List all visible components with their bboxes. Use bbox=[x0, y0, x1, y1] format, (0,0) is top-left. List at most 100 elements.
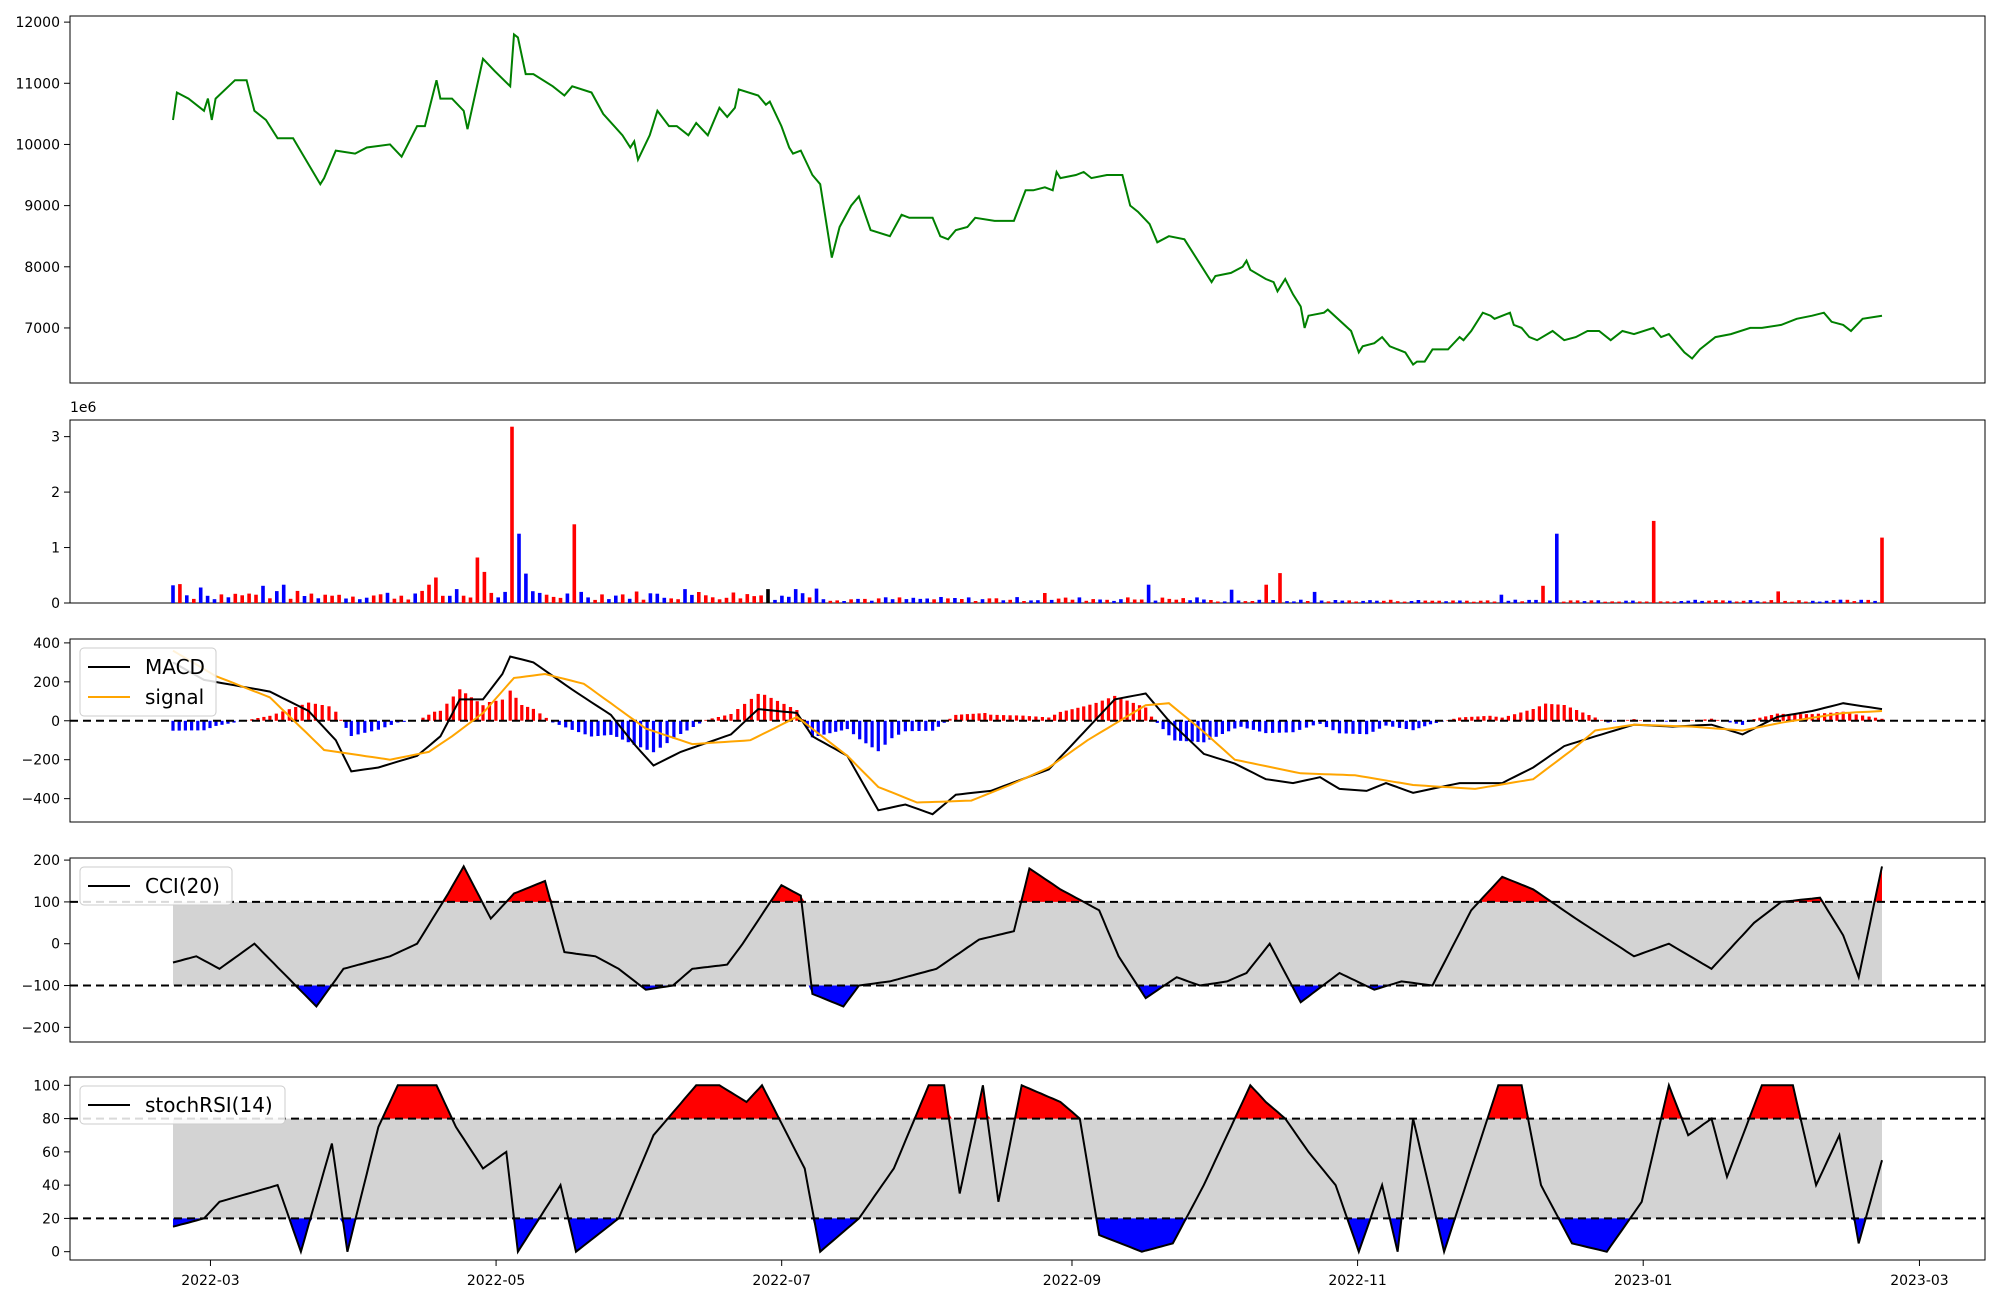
macd-histogram-bar bbox=[1625, 719, 1630, 721]
macd-histogram-bar bbox=[1861, 715, 1865, 721]
volume-bar bbox=[288, 598, 293, 603]
volume-bar bbox=[1492, 601, 1497, 603]
macd-histogram-bar bbox=[995, 714, 999, 721]
macd-histogram-bar bbox=[1298, 720, 1302, 730]
macd-histogram-bar bbox=[1214, 720, 1218, 737]
price-ytick-label: 9000 bbox=[24, 199, 60, 215]
macd-histogram-bar bbox=[469, 697, 473, 721]
volume-bar bbox=[1700, 600, 1704, 603]
macd-histogram-bar bbox=[954, 714, 958, 721]
stochrsi-line bbox=[172, 1081, 1883, 1256]
volume-bar bbox=[572, 524, 577, 603]
volume-bar bbox=[724, 597, 729, 603]
volume-bar bbox=[219, 594, 224, 603]
volume-bar bbox=[904, 599, 909, 603]
macd-histogram-bar bbox=[685, 720, 689, 731]
volume-bar bbox=[1852, 601, 1857, 603]
volume-bar bbox=[1098, 599, 1102, 603]
volume-bar bbox=[1478, 600, 1483, 603]
macd-histogram-bar bbox=[1277, 720, 1281, 733]
volume-bar bbox=[620, 594, 625, 603]
macd-histogram-bar bbox=[281, 711, 285, 721]
volume-bar bbox=[1077, 597, 1082, 603]
volume-bar bbox=[1250, 601, 1255, 603]
volume-bar bbox=[1056, 598, 1061, 603]
volume-bar bbox=[1762, 601, 1767, 603]
x-tick-label: 2022-09 bbox=[1043, 1273, 1102, 1289]
volume-bar bbox=[496, 597, 500, 603]
macd-histogram-bar bbox=[1113, 695, 1117, 721]
macd-histogram-bar bbox=[1651, 720, 1655, 722]
cci-ytick-label: 200 bbox=[33, 853, 60, 869]
macd-histogram-bar bbox=[508, 690, 512, 721]
volume-bar bbox=[1063, 597, 1068, 603]
macd-histogram-bar bbox=[370, 720, 374, 732]
macd-histogram-bar bbox=[1014, 715, 1019, 721]
volume-bar bbox=[1651, 520, 1656, 603]
volume-bar bbox=[1797, 600, 1801, 603]
volume-bar bbox=[1679, 601, 1684, 603]
volume-bar bbox=[1755, 601, 1760, 603]
volume-bar bbox=[420, 590, 424, 603]
macd-histogram-bar bbox=[948, 718, 952, 721]
macd-histogram-bar bbox=[1008, 715, 1012, 721]
macd-histogram-bar bbox=[1452, 718, 1456, 721]
volume-bar bbox=[1388, 599, 1393, 603]
macd-histogram-bar bbox=[445, 703, 449, 721]
volume-bar bbox=[1769, 600, 1774, 603]
cci-ytick-label: −200 bbox=[22, 1020, 60, 1036]
macd-histogram-bar bbox=[171, 720, 175, 731]
volume-bar bbox=[1444, 601, 1448, 603]
volume-bar bbox=[1707, 600, 1711, 603]
volume-ytick-label: 3 bbox=[51, 430, 60, 446]
volume-bar bbox=[1375, 600, 1379, 603]
volume-bar bbox=[378, 594, 383, 603]
macd-histogram-bar bbox=[691, 720, 695, 727]
signal-line bbox=[172, 649, 1883, 804]
volume-bar bbox=[454, 589, 459, 603]
volume-bar bbox=[1804, 601, 1808, 603]
macd-histogram-bar bbox=[822, 720, 826, 735]
macd-histogram-bar bbox=[864, 720, 868, 744]
volume-bar bbox=[1437, 600, 1441, 603]
macd-histogram-bar bbox=[816, 720, 820, 736]
macd-ytick-label: −200 bbox=[22, 753, 60, 769]
volume-bar bbox=[1575, 600, 1580, 603]
volume-bar bbox=[704, 595, 708, 603]
volume-bar bbox=[579, 591, 583, 603]
volume-bar bbox=[1610, 601, 1614, 603]
volume-ytick-label: 2 bbox=[51, 485, 60, 501]
volume-bar bbox=[676, 599, 680, 603]
macd-histogram-bar bbox=[645, 720, 649, 750]
volume-bar bbox=[614, 595, 618, 603]
volume-bar bbox=[1209, 600, 1213, 603]
macd-histogram-bar bbox=[226, 720, 230, 724]
macd-histogram-bar bbox=[1144, 707, 1148, 721]
volume-bar bbox=[1084, 600, 1089, 603]
macd-histogram-bar bbox=[1040, 717, 1044, 721]
macd-histogram-bar bbox=[475, 701, 479, 721]
stochrsi-frame bbox=[69, 1076, 1986, 1261]
volume-bar bbox=[1278, 573, 1282, 603]
volume-bar bbox=[1409, 601, 1414, 603]
volume-bar bbox=[766, 589, 770, 603]
volume-bar bbox=[1395, 601, 1400, 603]
macd-histogram-bar bbox=[1404, 720, 1408, 729]
volume-bar bbox=[607, 599, 611, 603]
macd-histogram-bar bbox=[1734, 720, 1738, 724]
macd-histogram-bar bbox=[1002, 715, 1006, 721]
volume-bar bbox=[1728, 600, 1732, 603]
volume-bar bbox=[586, 597, 590, 603]
volume-bar bbox=[1561, 601, 1566, 603]
macd-histogram-bar bbox=[710, 718, 714, 721]
volume-bar bbox=[1624, 600, 1628, 603]
macd-histogram-bar bbox=[596, 720, 600, 736]
macd-histogram-bar bbox=[1258, 720, 1262, 732]
macd-histogram-bar bbox=[1284, 720, 1288, 733]
volume-bar bbox=[1866, 599, 1870, 603]
macd-histogram-bar bbox=[1291, 720, 1295, 733]
volume-bar bbox=[1472, 601, 1476, 603]
macd-histogram-bar bbox=[1397, 720, 1402, 728]
volume-bar bbox=[1036, 600, 1040, 603]
stochrsi-ytick-label: 100 bbox=[33, 1078, 60, 1094]
